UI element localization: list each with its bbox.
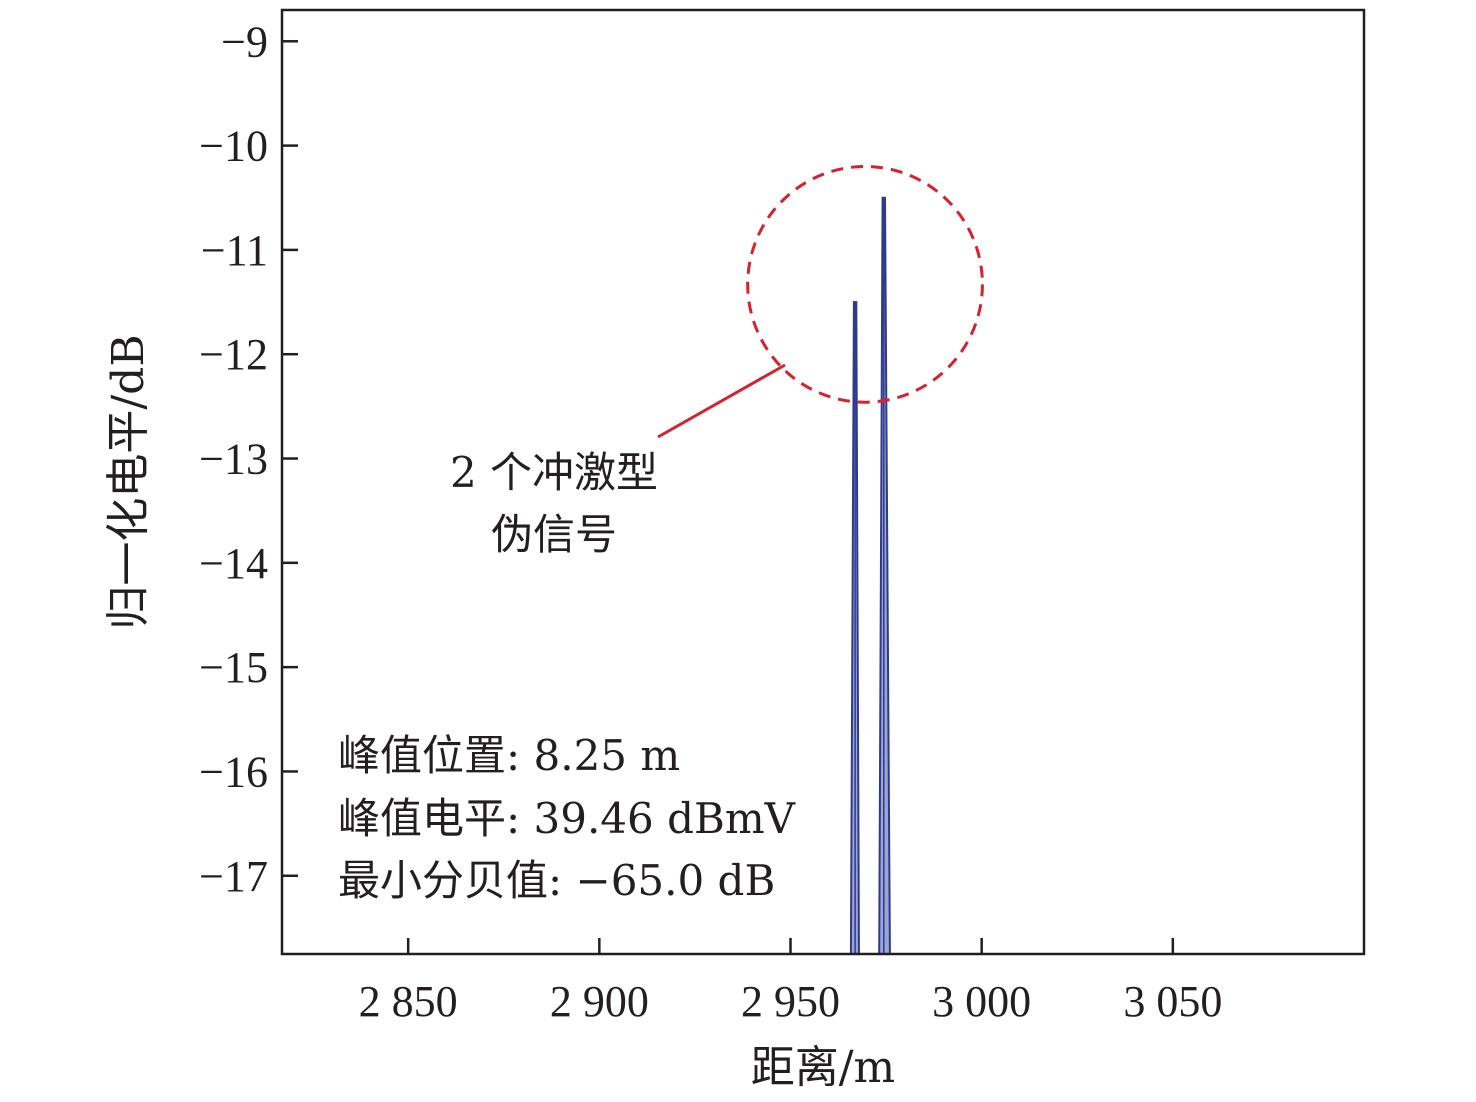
x-tick-label: 2 900 [550,977,649,1026]
annotation-layer [657,164,984,439]
annotation-label-line-1: 2 个冲激型 [450,448,658,497]
y-axis-ticks: −9 −10 −11 −12 −13 −14 −15 −16 −17 [199,17,298,901]
annotation-label-line-2: 伪信号 [491,510,617,559]
x-tick-label: 3 000 [932,977,1031,1026]
y-tick-label: −16 [199,747,268,796]
y-tick-label: −15 [199,643,268,692]
info-peak-position: 峰值位置: 8.25 m [338,731,680,780]
x-axis-label: 距离/m [751,1042,896,1093]
info-peak-level: 峰值电平: 39.46 dBmV [338,794,796,843]
x-tick-label: 2 850 [359,977,458,1026]
y-tick-label: −11 [201,226,268,275]
y-tick-label: −13 [199,435,268,484]
annotation-leader-line [657,363,786,439]
plot-frame [280,8,1366,956]
y-tick-label: −9 [221,17,268,66]
x-tick-label: 2 950 [741,977,840,1026]
y-tick-label: −17 [199,852,268,901]
y-tick-label: −12 [199,330,268,379]
x-tick-label: 3 050 [1123,977,1222,1026]
info-min-db: 最小分贝值: −65.0 dB [338,856,775,905]
y-tick-label: −10 [199,122,268,171]
y-tick-label: −14 [199,539,268,588]
x-axis-ticks: 2 850 2 900 2 950 3 000 3 050 [359,938,1222,1026]
annotation-circle [746,164,984,404]
series-layer [849,196,891,955]
impulse-peak [878,196,891,955]
y-axis-label: 归一化电平/dB [103,334,154,629]
